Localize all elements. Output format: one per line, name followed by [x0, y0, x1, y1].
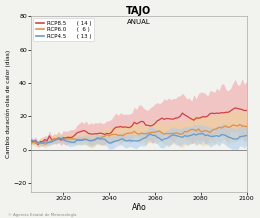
- Text: ANUAL: ANUAL: [127, 19, 151, 25]
- Text: © Agencia Estatal de Meteorología: © Agencia Estatal de Meteorología: [8, 213, 76, 217]
- X-axis label: Año: Año: [132, 203, 146, 213]
- Title: TAJO: TAJO: [126, 5, 152, 15]
- Y-axis label: Cambio duración olas de calor (días): Cambio duración olas de calor (días): [5, 50, 11, 158]
- Legend: RCP8.5      ( 14 ), RCP6.0      (  6 ), RCP4.5      ( 13 ): RCP8.5 ( 14 ), RCP6.0 ( 6 ), RCP4.5 ( 13…: [33, 18, 94, 41]
